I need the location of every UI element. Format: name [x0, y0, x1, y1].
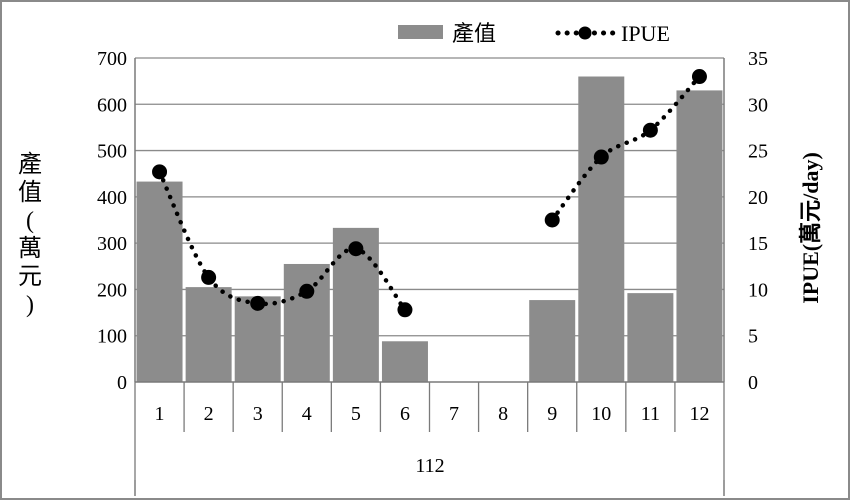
- bar: [578, 76, 625, 382]
- ipue-point: [201, 269, 217, 285]
- bar: [381, 341, 428, 382]
- bar: [283, 263, 330, 382]
- gridlines: [135, 57, 724, 337]
- ipue-point: [152, 164, 168, 180]
- ipue-line: [157, 169, 408, 313]
- y-axis-title-left: 產值(萬元): [18, 151, 42, 318]
- x-tick-label: 10: [591, 403, 611, 425]
- x-tick-label: 8: [498, 403, 508, 425]
- y-tick-label-right: 30: [748, 94, 768, 116]
- legend-line-label: IPUE: [621, 21, 670, 46]
- ipue-point: [299, 283, 315, 299]
- x-tick-label: 4: [302, 403, 312, 425]
- x-tick-label: 1: [155, 403, 165, 425]
- y-tick-label-left: 400: [97, 187, 127, 209]
- line-series: [152, 69, 707, 318]
- y-tick-label-right: 5: [748, 326, 758, 348]
- bar: [676, 90, 723, 383]
- legend-line-marker: [578, 26, 592, 40]
- x-tick-label: 11: [641, 403, 660, 425]
- axes: [134, 58, 725, 496]
- bar: [529, 300, 576, 382]
- y-tick-label-right: 35: [748, 48, 768, 70]
- x-tick-label: 7: [449, 403, 459, 425]
- y-tick-label-right: 10: [748, 279, 768, 301]
- legend: 產值 IPUE: [398, 21, 670, 46]
- y-axis-title-left-char: 值: [18, 179, 42, 206]
- y-axis-title-left-char: 萬: [18, 235, 42, 262]
- ipue-point: [397, 302, 413, 318]
- ipue-point: [691, 69, 707, 85]
- x-tick-label: 5: [351, 403, 361, 425]
- y-tick-label-right: 15: [748, 233, 768, 255]
- y-tick-label-right: 25: [748, 141, 768, 163]
- ipue-point: [544, 212, 560, 228]
- y-tick-label-left: 700: [97, 48, 127, 70]
- ipue-point: [250, 295, 266, 311]
- y-tick-label-left: 500: [97, 141, 127, 163]
- y-axis-title-left-char: (: [26, 208, 34, 234]
- ipue-point: [642, 122, 658, 138]
- x-group-label: 112: [415, 455, 444, 477]
- y-axis-title-left-char: 產: [18, 151, 42, 178]
- x-tick-label: 12: [689, 403, 709, 425]
- x-tick-label: 2: [204, 403, 214, 425]
- y-tick-label-right: 0: [748, 372, 758, 394]
- y-tick-label-right: 20: [748, 187, 768, 209]
- ipue-line: [549, 74, 702, 223]
- legend-bar-swatch: [398, 25, 443, 39]
- y-tick-label-left: 0: [117, 372, 127, 394]
- y-tick-label-left: 300: [97, 233, 127, 255]
- y-axis-title-left-char: 元: [18, 264, 42, 290]
- bar: [185, 287, 232, 382]
- bar: [627, 293, 674, 382]
- bar: [136, 181, 183, 382]
- y-axis-title-left-char: ): [26, 292, 34, 318]
- ipue-point: [348, 241, 364, 257]
- ipue-point: [593, 149, 609, 165]
- legend-bar-label: 產值: [452, 21, 496, 46]
- y-tick-label-left: 600: [97, 94, 127, 116]
- y-tick-label-left: 100: [97, 326, 127, 348]
- y-axis-title-right: IPUE(萬元/day): [798, 152, 823, 304]
- x-tick-label: 9: [547, 403, 557, 425]
- y-tick-label-left: 200: [97, 279, 127, 301]
- x-tick-label: 3: [253, 403, 263, 425]
- x-tick-label: 6: [400, 403, 410, 425]
